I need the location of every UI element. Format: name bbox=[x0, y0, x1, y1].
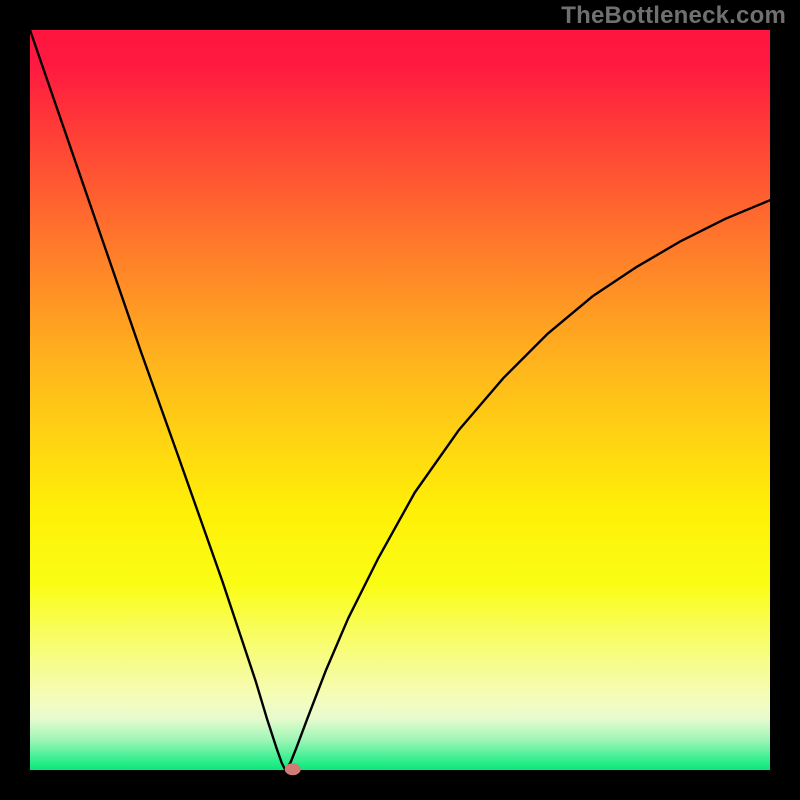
optimal-point-marker bbox=[285, 763, 301, 775]
plot-background bbox=[30, 30, 770, 770]
chart-svg bbox=[0, 0, 800, 800]
watermark-text: TheBottleneck.com bbox=[561, 2, 786, 30]
chart-frame: TheBottleneck.com bbox=[0, 0, 800, 800]
